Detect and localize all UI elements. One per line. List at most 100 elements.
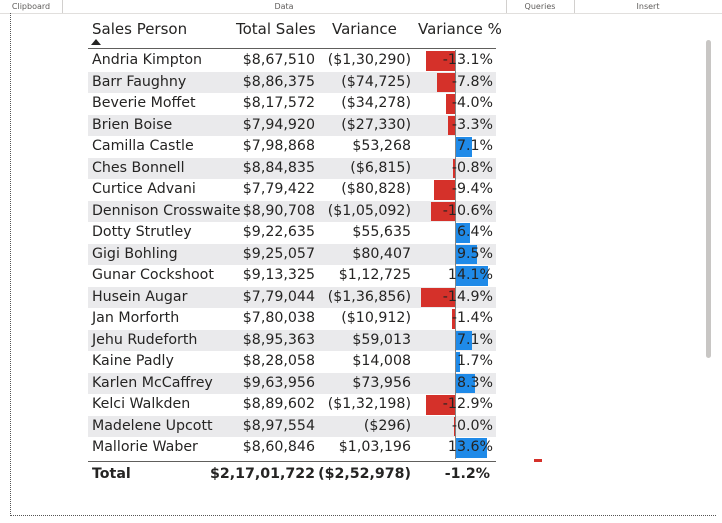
- data-bar: [453, 158, 455, 178]
- table-row[interactable]: Beverie Moffet $8,17,572 ($34,278) -4.0%: [88, 93, 496, 115]
- cell-total-sales: $8,89,602: [242, 396, 315, 412]
- cell-variance-pct: -14.9%: [410, 286, 496, 308]
- cell-total-sales: $9,22,635: [242, 224, 315, 240]
- table-row[interactable]: Husein Augar $7,79,044 ($1,36,856) -14.9%: [88, 286, 496, 308]
- cell-total-sales: $7,94,920: [242, 116, 315, 133]
- table-row[interactable]: Gunar Cockshoot $9,13,325 $1,12,725 14.1%: [88, 265, 496, 287]
- variance-pct-value: 8.3%: [456, 374, 493, 391]
- header-divider: [88, 48, 496, 49]
- cell-variance-pct: 13.6%: [410, 437, 496, 459]
- data-bar-axis: [455, 372, 456, 394]
- table-row[interactable]: Andria Kimpton $8,67,510 ($1,30,290) -13.1%: [88, 50, 496, 72]
- cell-sales-person: Gunar Cockshoot: [92, 267, 214, 283]
- cell-sales-person: Dotty Strutley: [92, 224, 192, 240]
- total-variance-pct-value: -1.2%: [444, 465, 490, 482]
- table-row[interactable]: Jehu Rudeforth $8,95,363 $59,013 7.1%: [88, 329, 496, 351]
- table-row[interactable]: Brien Boise $7,94,920 ($27,330) -3.3%: [88, 114, 496, 136]
- variance-pct-value: 13.6%: [447, 439, 493, 455]
- cell-variance: $73,956: [352, 374, 411, 391]
- cell-total-sales: $8,95,363: [242, 331, 315, 348]
- table-scrollbar[interactable]: [706, 40, 711, 358]
- cell-total-sales: $8,84,835: [242, 159, 315, 176]
- header-variance-pct[interactable]: Variance %: [418, 20, 502, 38]
- cell-sales-person: Kelci Walkden: [92, 396, 191, 412]
- header-sales-person[interactable]: Sales Person: [92, 20, 188, 38]
- table-row[interactable]: Gigi Bohling $9,25,057 $80,407 9.5%: [88, 243, 496, 265]
- data-bar: [456, 330, 472, 350]
- variance-pct-value: 1.7%: [456, 353, 493, 369]
- cell-variance-pct: -0.0%: [410, 415, 496, 437]
- variance-pct-value: -9.4%: [451, 181, 493, 197]
- cell-variance-pct: -13.1%: [410, 50, 496, 72]
- cell-variance-pct: -7.8%: [410, 71, 496, 93]
- cell-variance: ($27,330): [341, 116, 411, 133]
- report-canvas: [10, 13, 716, 516]
- variance-pct-value: 7.1%: [456, 138, 493, 154]
- cell-variance-pct: -10.6%: [410, 200, 496, 222]
- cell-sales-person: Mallorie Waber: [92, 439, 198, 455]
- cell-sales-person: Kaine Padly: [92, 353, 174, 369]
- cell-variance-pct: 9.5%: [410, 243, 496, 265]
- data-bar-axis: [455, 114, 456, 136]
- data-bar: [421, 287, 455, 307]
- table-row[interactable]: Kelci Walkden $8,89,602 ($1,32,198) -12.9%: [88, 394, 496, 416]
- data-bar-axis: [455, 415, 456, 437]
- cell-total-sales: $7,79,422: [242, 181, 315, 197]
- cell-variance-pct: -12.9%: [410, 394, 496, 416]
- data-bar: [437, 72, 455, 92]
- cell-variance-pct: -1.4%: [410, 308, 496, 330]
- variance-pct-value: -0.0%: [451, 417, 493, 434]
- table-row[interactable]: Madelene Upcott $8,97,554 ($296) -0.0%: [88, 415, 496, 437]
- data-bar: [456, 352, 460, 372]
- cell-variance: $55,635: [352, 224, 411, 240]
- table-row[interactable]: Kaine Padly $8,28,058 $14,008 1.7%: [88, 351, 496, 373]
- data-bar-axis: [455, 329, 456, 351]
- cell-total-sales: $9,63,956: [242, 374, 315, 391]
- table-row[interactable]: Mallorie Waber $8,60,846 $1,03,196 13.6%: [88, 437, 496, 459]
- cell-variance: $53,268: [352, 138, 411, 154]
- data-bar-axis: [455, 200, 456, 222]
- sort-ascending-icon[interactable]: [91, 39, 101, 45]
- variance-pct-value: -7.8%: [451, 73, 493, 90]
- cell-variance-pct: 7.1%: [410, 136, 496, 158]
- header-variance[interactable]: Variance: [332, 20, 397, 38]
- cell-total-sales: $7,80,038: [242, 310, 315, 326]
- data-bar-axis: [455, 351, 456, 373]
- variance-pct-value: 9.5%: [456, 245, 493, 262]
- table-row[interactable]: Dennison Crosswaite $8,90,708 ($1,05,092) -…: [88, 200, 496, 222]
- variance-pct-value: 7.1%: [456, 331, 493, 348]
- total-row: Total $2,17,01,722 ($2,52,978) -1.2%: [88, 462, 496, 486]
- cell-variance: ($74,725): [341, 73, 411, 90]
- cell-variance: ($1,36,856): [327, 288, 411, 305]
- data-bar: [433, 180, 455, 200]
- ribbon-group-queries: Queries: [506, 0, 575, 13]
- header-total-sales[interactable]: Total Sales: [236, 20, 316, 38]
- table-row[interactable]: Ches Bonnell $8,84,835 ($6,815) -0.8%: [88, 157, 496, 179]
- cell-total-sales: $7,98,868: [242, 138, 315, 154]
- cell-sales-person: Jehu Rudeforth: [92, 331, 198, 348]
- data-bar: [425, 51, 455, 71]
- cell-sales-person: Jan Morforth: [92, 310, 180, 326]
- data-bar: [456, 244, 478, 264]
- cell-total-sales: $9,25,057: [242, 245, 315, 262]
- cell-variance: $14,008: [352, 353, 411, 369]
- table-row[interactable]: Barr Faughny $8,86,375 ($74,725) -7.8%: [88, 71, 496, 93]
- variance-pct-value: -3.3%: [451, 116, 493, 133]
- ribbon-group-insert: Insert: [636, 2, 660, 11]
- table-row[interactable]: Karlen McCaffrey $9,63,956 $73,956 8.3%: [88, 372, 496, 394]
- ribbon-group-data: Data: [62, 0, 507, 13]
- next-row-bar-peek: [534, 458, 542, 462]
- variance-pct-value: 6.4%: [456, 224, 493, 240]
- cell-sales-person: Dennison Crosswaite: [92, 202, 241, 219]
- data-bar-axis: [455, 71, 456, 93]
- table-row[interactable]: Curtice Advani $7,79,422 ($80,828) -9.4%: [88, 179, 496, 201]
- data-bar-axis: [455, 394, 456, 416]
- table-row[interactable]: Jan Morforth $7,80,038 ($10,912) -1.4%: [88, 308, 496, 330]
- data-bar: [454, 416, 455, 436]
- table-row[interactable]: Dotty Strutley $9,22,635 $55,635 6.4%: [88, 222, 496, 244]
- cell-total-sales: $8,17,572: [242, 95, 315, 111]
- table-row[interactable]: Camilla Castle $7,98,868 $53,268 7.1%: [88, 136, 496, 158]
- cell-variance: $80,407: [352, 245, 411, 262]
- data-bar-axis: [455, 93, 456, 115]
- cell-variance: $1,03,196: [338, 439, 411, 455]
